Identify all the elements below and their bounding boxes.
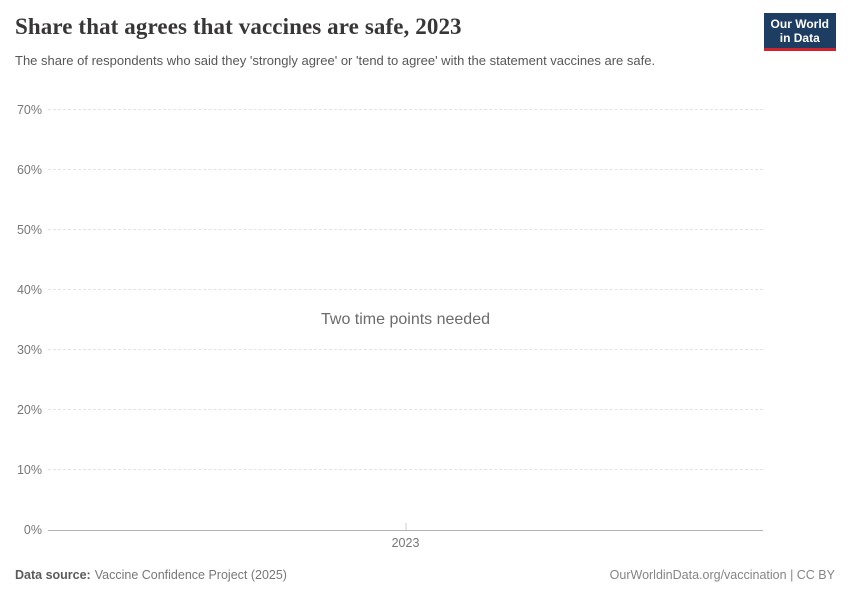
y-gridline xyxy=(48,169,763,170)
y-tick-label: 10% xyxy=(16,463,42,477)
chart-subtitle: The share of respondents who said they '… xyxy=(15,53,656,68)
y-tick-label: 40% xyxy=(16,283,42,297)
owid-logo-line1: Our World xyxy=(770,17,829,31)
y-gridline xyxy=(48,409,763,410)
y-tick-label: 60% xyxy=(16,163,42,177)
y-gridline xyxy=(48,349,763,350)
datasource-value: Vaccine Confidence Project (2025) xyxy=(94,568,287,582)
y-gridline xyxy=(48,469,763,470)
footer-license-link[interactable]: OurWorldinData.org/vaccination | CC BY xyxy=(609,568,835,582)
page-title: Share that agrees that vaccines are safe… xyxy=(15,14,462,39)
plot-area: Two time points needed 0% 10% 20% 30% 40% 50%… xyxy=(17,103,763,550)
y-tick-label: 70% xyxy=(16,103,42,117)
y-gridline xyxy=(48,109,763,110)
chart-footer: Data source: Vaccine Confidence Project (… xyxy=(15,568,835,582)
datasource-label: Data source: xyxy=(15,568,91,582)
x-tick-label: 2023 xyxy=(391,536,420,550)
owid-logo[interactable]: Our World in Data xyxy=(763,13,836,51)
y-tick-label: 0% xyxy=(23,523,42,537)
x-tick-mark xyxy=(405,523,406,530)
y-tick-label: 20% xyxy=(16,403,42,417)
datasource: Data source: Vaccine Confidence Project (… xyxy=(15,568,287,582)
empty-data-message: Two time points needed xyxy=(321,311,490,328)
y-gridline xyxy=(48,289,763,290)
y-tick-label: 30% xyxy=(16,343,42,357)
y-tick-label: 50% xyxy=(16,223,42,237)
owid-logo-line2: in Data xyxy=(779,31,820,45)
y-gridline xyxy=(48,229,763,230)
